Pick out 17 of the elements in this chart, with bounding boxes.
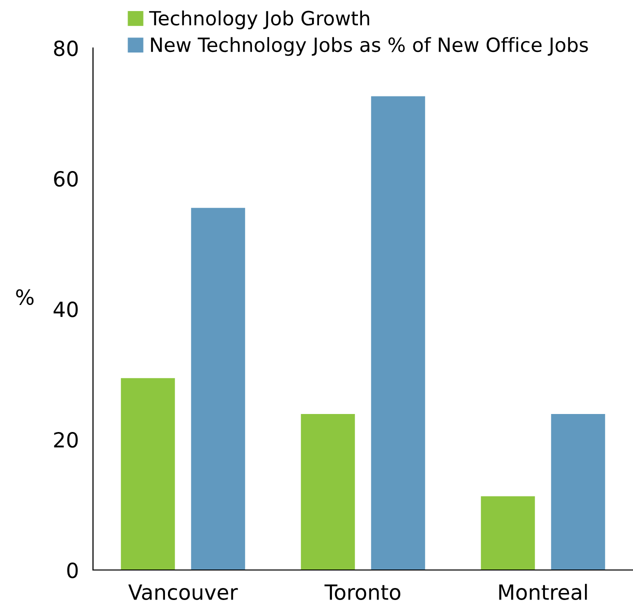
y-tick-label: 20 [54, 432, 78, 448]
x-tick-label: Toronto [324, 584, 400, 600]
y-tick-label: 60 [54, 170, 78, 187]
bar [300, 414, 355, 570]
x-tick-label: Montreal [499, 584, 587, 600]
y-axis-title: % [16, 289, 34, 305]
bar [551, 414, 606, 570]
y-tick-label: 80 [54, 40, 78, 56]
y-tick-label: 40 [54, 301, 78, 318]
legend-label: Technology Job Growth [149, 10, 370, 30]
x-tick-label: Vancouver [128, 584, 238, 600]
bar [371, 96, 426, 570]
bar [120, 378, 175, 570]
y-tick-label: 0 [67, 562, 78, 578]
bar [480, 496, 535, 570]
bar [191, 208, 246, 570]
legend-label: New Technology Jobs as % of New Office Jobs [151, 37, 588, 56]
